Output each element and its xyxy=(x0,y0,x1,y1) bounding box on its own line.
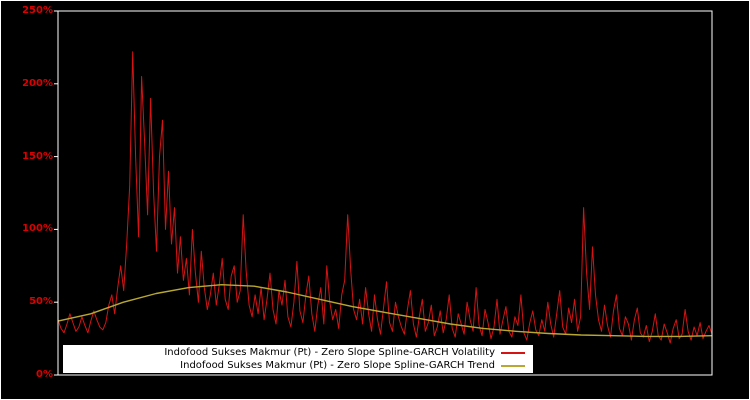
trend-line xyxy=(57,284,713,338)
y-tick-label: 150% xyxy=(22,150,53,162)
y-tick-label: 50% xyxy=(29,296,53,308)
plot-frame xyxy=(57,10,713,376)
y-tick-label: 0% xyxy=(36,369,53,380)
legend-line-trend-icon xyxy=(501,364,525,367)
y-tick-label: 200% xyxy=(22,77,53,89)
legend-label-trend: Indofood Sukses Makmur (Pt) - Zero Slope… xyxy=(180,360,495,371)
y-tick-label: 100% xyxy=(22,223,53,235)
y-tick-label: 250% xyxy=(22,5,53,16)
legend-item-trend: Indofood Sukses Makmur (Pt) - Zero Slope… xyxy=(71,359,525,372)
volatility-line xyxy=(57,51,713,344)
legend-item-volatility: Indofood Sukses Makmur (Pt) - Zero Slope… xyxy=(71,346,525,359)
legend-line-volatility-icon xyxy=(501,351,525,354)
legend: Indofood Sukses Makmur (Pt) - Zero Slope… xyxy=(63,345,533,373)
legend-label-volatility: Indofood Sukses Makmur (Pt) - Zero Slope… xyxy=(164,347,495,358)
